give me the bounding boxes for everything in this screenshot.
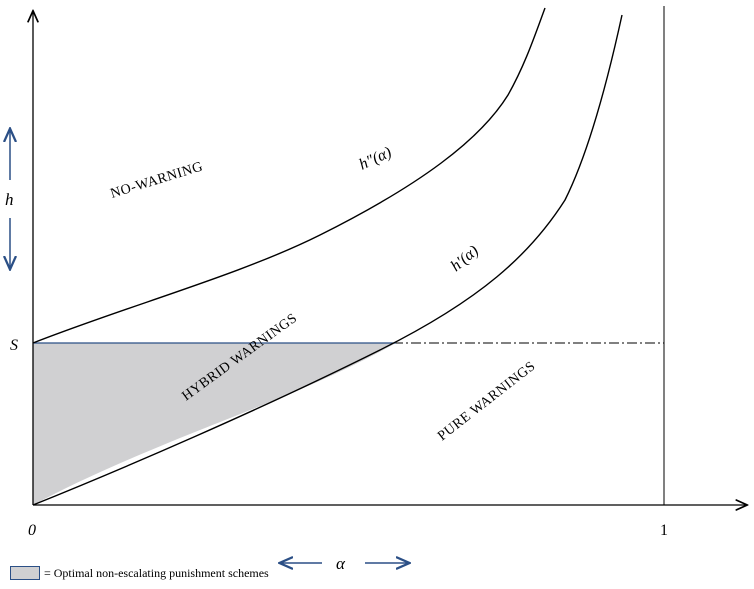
h-label: h xyxy=(5,190,14,209)
no-warning-label: NO-WARNING xyxy=(109,159,205,201)
s-label: S xyxy=(10,337,18,354)
pure-warnings-label: PURE WARNINGS xyxy=(435,359,538,444)
origin-label: 0 xyxy=(28,522,36,539)
h-prime-label: h′(α) xyxy=(448,242,482,275)
h-prime-curve xyxy=(32,14,623,506)
legend-swatch xyxy=(10,566,40,580)
optimal-region-shade xyxy=(33,343,396,505)
legend-text: = Optimal non-escalating punishment sche… xyxy=(44,565,269,580)
x-one-label: 1 xyxy=(660,522,668,539)
h-double-prime-curve xyxy=(32,7,546,344)
legend: = Optimal non-escalating punishment sche… xyxy=(10,565,269,581)
h-double-prime-label: h″(α) xyxy=(357,144,395,174)
alpha-label: α xyxy=(336,554,346,573)
